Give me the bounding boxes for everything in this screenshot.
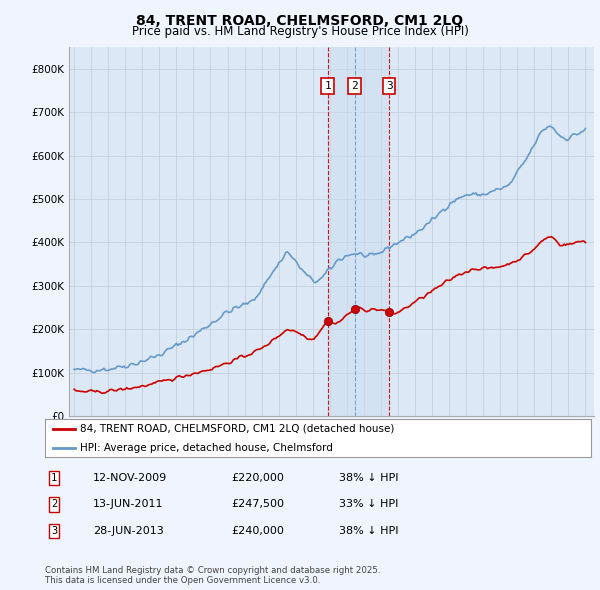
Text: 33% ↓ HPI: 33% ↓ HPI (339, 500, 398, 509)
Text: 13-JUN-2011: 13-JUN-2011 (93, 500, 163, 509)
Text: 84, TRENT ROAD, CHELMSFORD, CM1 2LQ (detached house): 84, TRENT ROAD, CHELMSFORD, CM1 2LQ (det… (80, 424, 395, 434)
Text: 1: 1 (51, 473, 57, 483)
Text: Contains HM Land Registry data © Crown copyright and database right 2025.
This d: Contains HM Land Registry data © Crown c… (45, 566, 380, 585)
Text: £240,000: £240,000 (231, 526, 284, 536)
Text: 3: 3 (51, 526, 57, 536)
Text: 38% ↓ HPI: 38% ↓ HPI (339, 526, 398, 536)
Text: 28-JUN-2013: 28-JUN-2013 (93, 526, 164, 536)
Bar (328, 47, 389, 416)
Text: 2: 2 (51, 500, 57, 509)
Text: 1: 1 (324, 81, 331, 91)
Text: £247,500: £247,500 (231, 500, 284, 509)
Text: 84, TRENT ROAD, CHELMSFORD, CM1 2LQ: 84, TRENT ROAD, CHELMSFORD, CM1 2LQ (136, 14, 464, 28)
Text: 3: 3 (386, 81, 392, 91)
Text: HPI: Average price, detached house, Chelmsford: HPI: Average price, detached house, Chel… (80, 443, 334, 453)
Text: 12-NOV-2009: 12-NOV-2009 (93, 473, 167, 483)
Text: Price paid vs. HM Land Registry's House Price Index (HPI): Price paid vs. HM Land Registry's House … (131, 25, 469, 38)
Text: 2: 2 (351, 81, 358, 91)
Text: 38% ↓ HPI: 38% ↓ HPI (339, 473, 398, 483)
Text: £220,000: £220,000 (231, 473, 284, 483)
